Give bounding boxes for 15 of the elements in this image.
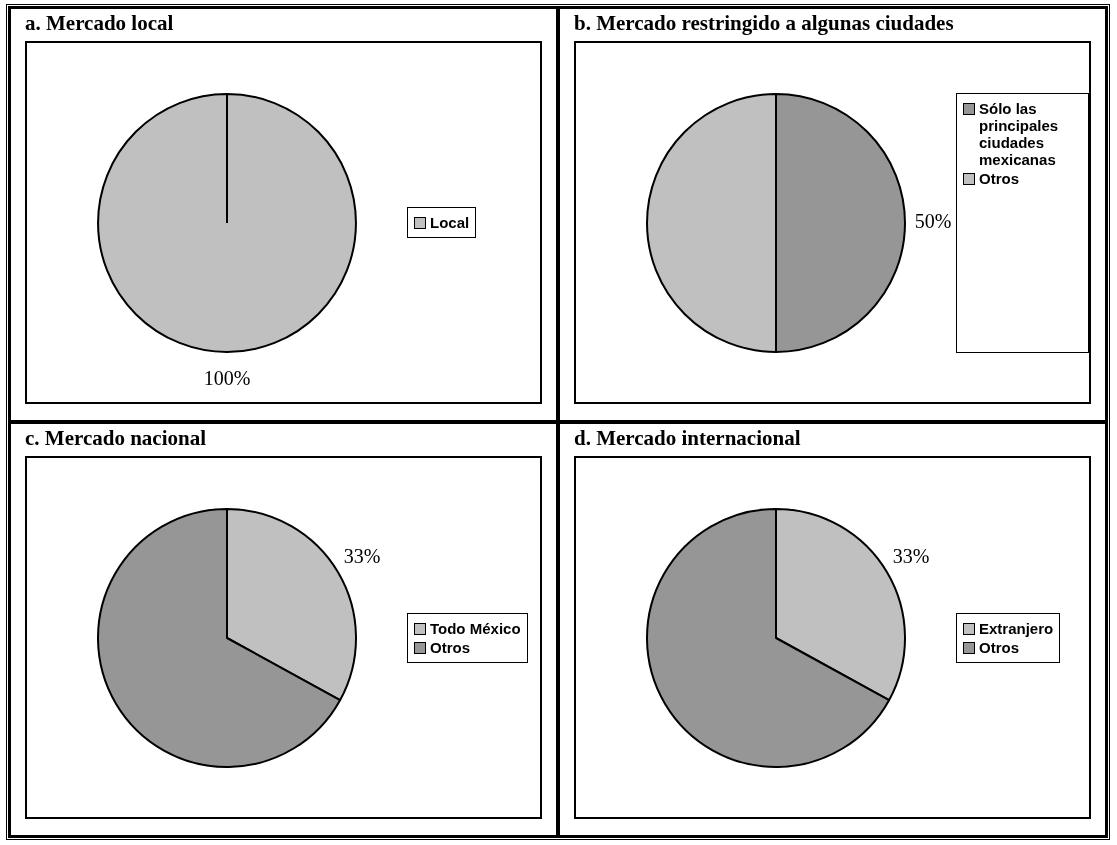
- legend-label: Sólo las principales ciudades mexicanas: [979, 99, 1060, 168]
- data-label: 33%: [343, 544, 381, 567]
- data-label: 100%: [203, 366, 251, 389]
- legend-label: Otros: [430, 638, 471, 656]
- chart-title: b. Mercado restringido a algunas ciudades: [574, 11, 955, 37]
- chart-title: d. Mercado internacional: [574, 426, 802, 452]
- chart-title: c. Mercado nacional: [25, 426, 207, 452]
- legend-label: Extranjero: [979, 619, 1054, 637]
- data-label: 50%: [914, 209, 952, 232]
- data-label: 33%: [892, 544, 930, 567]
- legend-label: Todo México: [430, 619, 521, 637]
- chart-title: a. Mercado local: [25, 11, 175, 37]
- legend-label: Otros: [979, 169, 1020, 187]
- legend-label: Local: [430, 214, 470, 231]
- legend-label: Otros: [979, 638, 1020, 656]
